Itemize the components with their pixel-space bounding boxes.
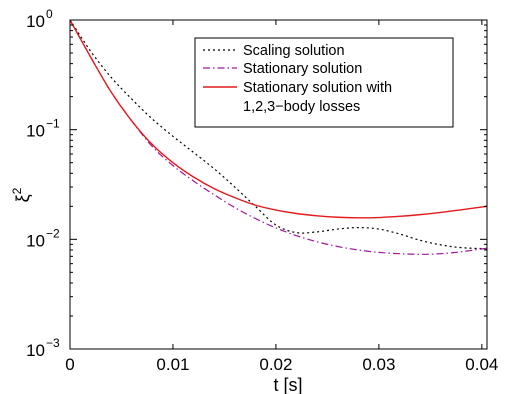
x-tick-label: 0.04 [465,355,498,374]
legend-label-1: Scaling solution [243,43,345,59]
legend: Scaling solution Stationary solution Stati… [194,37,454,128]
x-tick-label: 0 [65,355,74,374]
legend-label-2: Stationary solution [243,61,362,77]
legend-box [194,37,454,128]
y-tick-exponent: 0 [46,7,53,21]
y-tick-exponent: −2 [46,226,60,240]
y-axis-label: ξ2 [10,187,33,202]
y-axis-label-exponent: 2 [10,187,24,194]
series-line-2 [69,19,488,255]
y-tick-exponent: −3 [46,336,60,350]
series-layer [69,19,488,255]
y-tick-label: 10 [26,12,45,31]
x-axis-label: t [s] [273,375,302,394]
y-tick-label: 10 [26,122,45,141]
legend-label-3: 1,2,3−body losses [243,99,360,115]
y-tick-exponent: −1 [46,117,60,131]
x-tick-label: 0.01 [156,355,189,374]
x-tick-label: 0.03 [362,355,395,374]
y-tick-label: 10 [26,231,45,250]
series-line-3 [69,19,488,219]
y-tick-label: 10 [26,341,45,360]
y-axis-label-base: ξ [13,194,33,202]
legend-label-3: Stationary solution with [243,80,392,96]
x-tick-label: 0.02 [259,355,292,374]
